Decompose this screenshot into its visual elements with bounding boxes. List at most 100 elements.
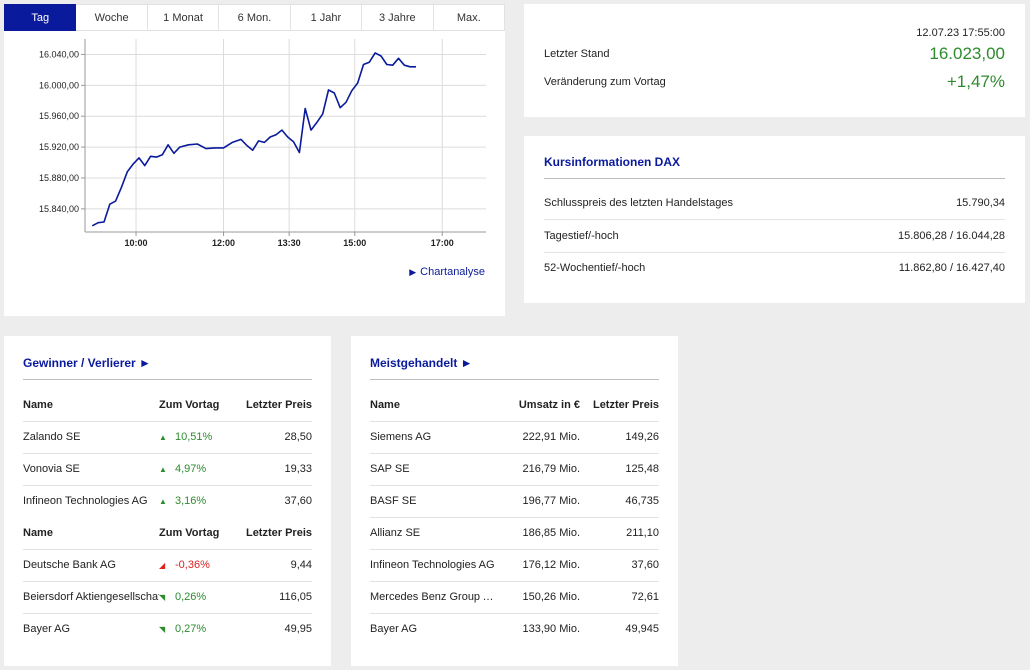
col-name: Name [23, 399, 53, 411]
divider [23, 421, 312, 422]
col-price: Letzter Preis [592, 399, 659, 411]
price-value: 149,26 [625, 431, 659, 443]
x-tick-label: 13:30 [278, 238, 301, 248]
stock-name[interactable]: Mercedes Benz Group AG ... [370, 591, 500, 603]
y-tick-label: 15.960,00 [39, 111, 79, 121]
col-change: Zum Vortag [159, 527, 220, 539]
x-tick-label: 15:00 [343, 238, 366, 248]
table-row[interactable]: Bayer AG ◥ 0,27% 49,95 [23, 613, 312, 645]
chartanalyse-link[interactable]: ▶ Chartanalyse [409, 266, 485, 278]
table-header: Name Zum Vortag Letzter Preis [23, 517, 312, 549]
divider [370, 517, 659, 518]
change-cell: ◥ 0,26% [159, 591, 237, 603]
info-label: Tagestief/-hoch [544, 230, 619, 242]
tab-1-month[interactable]: 1 Monat [147, 4, 220, 31]
price-value: 116,05 [279, 591, 312, 603]
quote-timestamp: 12.07.23 17:55:00 [916, 27, 1005, 39]
col-price: Letzter Preis [245, 527, 312, 539]
price-chart: 15.840,00 15.880,00 15.920,00 15.960,00 16.0… [39, 39, 486, 248]
stock-name[interactable]: BASF SE [370, 495, 417, 507]
tab-6-months[interactable]: 6 Mon. [219, 4, 291, 31]
change-cell: ◥ 0,27% [159, 623, 237, 635]
price-value: 46,735 [625, 495, 659, 507]
table-row[interactable]: Mercedes Benz Group AG ... 150,26 Mio. 7… [370, 581, 659, 613]
divider [370, 581, 659, 582]
info-value: 15.806,28 / 16.044,28 [897, 230, 1005, 242]
col-name: Name [370, 399, 400, 411]
change-value: 3,16% [175, 495, 207, 507]
divider [370, 421, 659, 422]
x-tick-label: 12:00 [212, 238, 235, 248]
table-row[interactable]: Vonovia SE ▲ 4,97% 19,33 [23, 453, 312, 485]
stock-name[interactable]: Beiersdorf Aktiengesellschaft [23, 591, 159, 603]
info-title: Kursinformationen DAX [544, 155, 681, 169]
stock-name[interactable]: Vonovia SE [23, 463, 80, 475]
arrow-down-icon: ◢ [159, 560, 166, 570]
table-row[interactable]: Bayer AG 133,90 Mio. 49,945 [370, 613, 659, 645]
stock-name[interactable]: SAP SE [370, 463, 410, 475]
table-row[interactable]: Zalando SE ▲ 10,51% 28,50 [23, 421, 312, 453]
price-value: 9,44 [290, 559, 312, 571]
info-row: Schlusspreis des letzten Handelstages 15… [544, 197, 1005, 209]
table-row[interactable]: Infineon Technologies AG 176,12 Mio. 37,… [370, 549, 659, 581]
change-cell: ▲ 10,51% [159, 431, 237, 443]
change-label: Veränderung zum Vortag [544, 76, 666, 88]
volume-value: 133,90 Mio. [522, 623, 580, 635]
chart-panel: Tag Woche 1 Monat 6 Mon. 1 Jahr 3 Jahre … [4, 4, 505, 316]
tab-3-years[interactable]: 3 Jahre [362, 4, 434, 31]
quote-panel: 12.07.23 17:55:00 Letzter Stand 16.023,0… [524, 4, 1025, 117]
tab-day[interactable]: Tag [4, 4, 77, 31]
stock-name[interactable]: Infineon Technologies AG [23, 495, 148, 507]
tab-week[interactable]: Woche [76, 4, 148, 31]
divider [23, 549, 312, 550]
table-row[interactable]: Deutsche Bank AG ◢ -0,36% 9,44 [23, 549, 312, 581]
stock-name[interactable]: Infineon Technologies AG [370, 559, 495, 571]
last-price-value: 16.023,00 [929, 44, 1005, 63]
price-value: 49,945 [625, 623, 659, 635]
play-icon: ▶ [409, 267, 417, 277]
gainers-losers-title[interactable]: Gewinner / Verlierer ► [23, 356, 151, 370]
stock-name[interactable]: Allianz SE [370, 527, 421, 539]
table-row[interactable]: Allianz SE 186,85 Mio. 211,10 [370, 517, 659, 549]
price-value: 72,61 [631, 591, 659, 603]
tab-max[interactable]: Max. [433, 4, 505, 31]
stock-name[interactable]: Zalando SE [23, 431, 81, 443]
info-value: 11.862,80 / 16.427,40 [898, 262, 1005, 274]
col-volume: Umsatz in € [518, 399, 580, 411]
divider [544, 252, 1005, 253]
most-traded-panel: Meistgehandelt ► Name Umsatz in € Letzte… [351, 336, 678, 666]
info-row: Tagestief/-hoch 15.806,28 / 16.044,28 [544, 230, 1005, 242]
stock-name[interactable]: Deutsche Bank AG [23, 559, 116, 571]
arrow-down-icon: ◥ [159, 624, 166, 634]
change-cell: ◢ -0,36% [159, 559, 237, 571]
change-cell: ▲ 3,16% [159, 495, 237, 507]
table-row[interactable]: SAP SE 216,79 Mio. 125,48 [370, 453, 659, 485]
stock-name[interactable]: Bayer AG [23, 623, 71, 635]
stock-name[interactable]: Siemens AG [370, 431, 432, 443]
volume-value: 176,12 Mio. [522, 559, 580, 571]
timeframe-tabs: Tag Woche 1 Monat 6 Mon. 1 Jahr 3 Jahre … [4, 4, 505, 31]
col-change: Zum Vortag [159, 399, 220, 411]
volume-value: 150,26 Mio. [522, 591, 580, 603]
table-row[interactable]: Infineon Technologies AG ▲ 3,16% 37,60 [23, 485, 312, 517]
last-price-label: Letzter Stand [544, 48, 610, 60]
most-traded-title[interactable]: Meistgehandelt ► [370, 356, 473, 370]
price-value: 19,33 [284, 463, 312, 475]
price-value: 37,60 [284, 495, 312, 507]
tab-1-year[interactable]: 1 Jahr [290, 4, 363, 31]
table-row[interactable]: BASF SE 196,77 Mio. 46,735 [370, 485, 659, 517]
arrow-up-icon: ▲ [159, 464, 167, 474]
chartanalyse-label: Chartanalyse [420, 266, 485, 278]
price-value: 37,60 [631, 559, 659, 571]
divider [370, 379, 659, 380]
last-price-row: Letzter Stand 16.023,00 [544, 44, 1005, 64]
arrow-up-icon: ▲ [159, 496, 167, 506]
change-cell: ▲ 4,97% [159, 463, 237, 475]
table-row[interactable]: Siemens AG 222,91 Mio. 149,26 [370, 421, 659, 453]
divider [23, 453, 312, 454]
y-tick-label: 15.920,00 [39, 142, 79, 152]
gainers-losers-panel: Gewinner / Verlierer ► Name Zum Vortag L… [4, 336, 331, 666]
change-value: 4,97% [175, 463, 207, 475]
stock-name[interactable]: Bayer AG [370, 623, 418, 635]
table-row[interactable]: Beiersdorf Aktiengesellschaft ◥ 0,26% 116… [23, 581, 312, 613]
